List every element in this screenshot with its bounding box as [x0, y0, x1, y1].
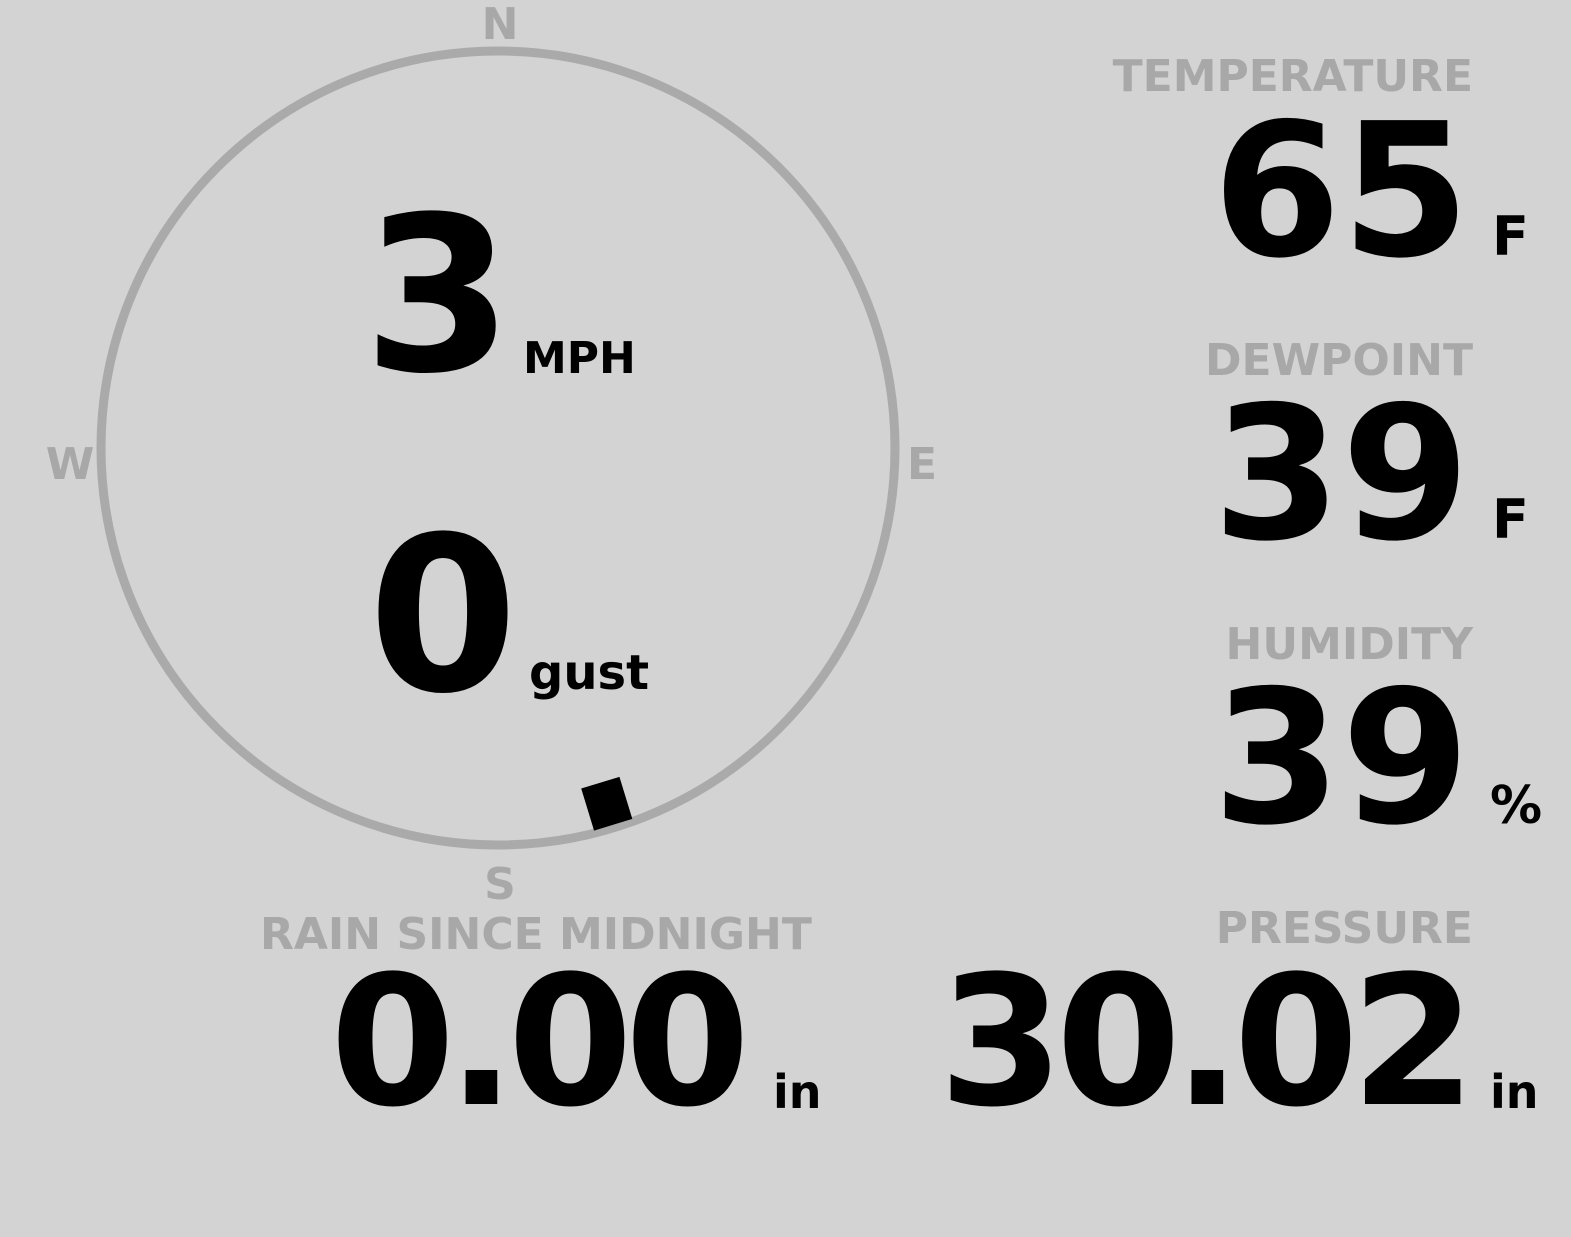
- dewpoint-label: DEWPOINT: [1205, 335, 1473, 386]
- compass-east: E: [906, 439, 938, 490]
- compass-north: N: [481, 0, 519, 50]
- temperature-unit: F: [1492, 205, 1529, 268]
- rain-unit: in: [773, 1065, 822, 1119]
- humidity-value: 39: [1212, 650, 1470, 866]
- wind-gust-value: 0: [368, 490, 518, 741]
- temperature-value: 65: [1212, 83, 1470, 299]
- pressure-unit: in: [1490, 1065, 1539, 1119]
- compass-west: W: [45, 439, 95, 490]
- rain-value: 0.00: [330, 938, 750, 1147]
- wind-speed-value: 3: [363, 170, 513, 421]
- rain-label: RAIN SINCE MIDNIGHT: [260, 909, 812, 960]
- dewpoint-unit: F: [1492, 488, 1529, 551]
- humidity-label: HUMIDITY: [1225, 619, 1473, 670]
- humidity-unit: %: [1490, 776, 1543, 836]
- pressure-value: 30.02: [938, 938, 1476, 1147]
- temperature-label: TEMPERATURE: [1112, 51, 1473, 102]
- compass-ring: [96, 46, 900, 850]
- wind-direction-marker: [581, 776, 633, 831]
- dewpoint-value: 39: [1212, 366, 1470, 582]
- wind-speed-unit: MPH: [523, 333, 636, 384]
- wind-gust-label: gust: [529, 645, 650, 701]
- compass-south: S: [484, 859, 516, 910]
- pressure-label: PRESSURE: [1215, 903, 1473, 954]
